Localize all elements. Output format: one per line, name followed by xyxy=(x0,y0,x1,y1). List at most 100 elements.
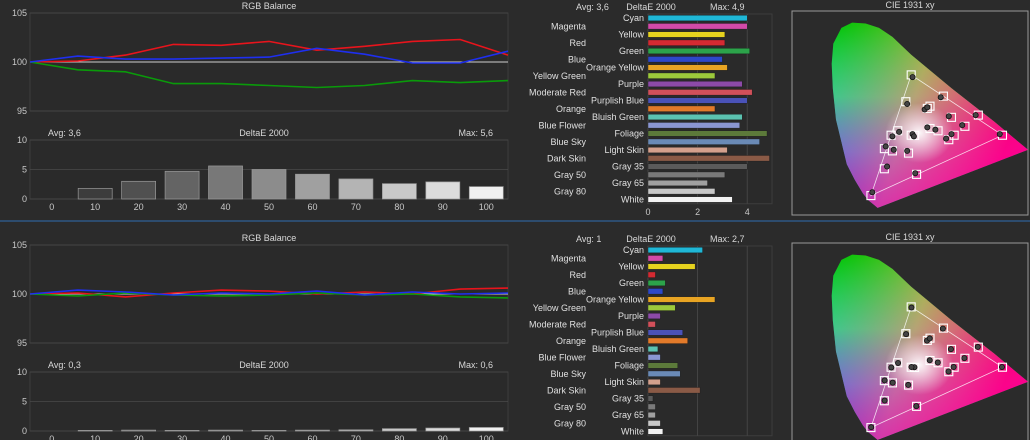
cie-measured-point xyxy=(909,74,916,81)
cie-measured-point xyxy=(884,163,891,170)
cie-measured-point xyxy=(913,403,920,410)
cie-measured-point xyxy=(943,135,950,142)
cie-target-marker xyxy=(912,401,922,411)
cie-title: CIE 1931 xy xyxy=(885,232,935,242)
gray-delta-bar xyxy=(77,188,113,200)
gray-delta-bar xyxy=(338,178,374,200)
color-delta-x-tick: 2 xyxy=(695,207,700,217)
color-delta-label: Purplish Blue xyxy=(591,96,644,106)
color-delta-label: Blue Sky xyxy=(550,369,586,379)
cie-measured-point xyxy=(904,147,911,154)
color-delta-bar xyxy=(647,428,664,435)
cie-target-marker xyxy=(973,342,983,352)
cie-measured-point xyxy=(912,170,919,177)
color-delta-bar xyxy=(647,321,656,328)
color-delta-bar xyxy=(647,113,743,121)
color-delta-bar xyxy=(647,329,683,336)
gray-delta-max: Max: 0,6 xyxy=(458,360,493,370)
color-delta-label: Dark Skin xyxy=(547,385,586,395)
cie-target-marker xyxy=(960,353,970,363)
rgb-series-line-0 xyxy=(29,38,509,63)
cie-measured-point xyxy=(889,379,896,386)
color-delta-x-tick: 0 xyxy=(645,207,650,217)
cie-measured-point xyxy=(996,131,1003,138)
cie-measured-point xyxy=(972,112,979,119)
color-delta-bar xyxy=(647,14,748,22)
color-delta-bar xyxy=(647,280,666,287)
gray-delta-x-tick: 60 xyxy=(307,434,317,440)
color-delta-bar xyxy=(647,271,656,278)
rgb-balance-title: RGB Balance xyxy=(242,1,297,11)
gray-delta-x-tick: 90 xyxy=(438,434,448,440)
color-delta-label: Blue Flower xyxy=(538,120,586,130)
color-delta-bar xyxy=(647,171,726,178)
color-delta-bar xyxy=(647,379,661,386)
color-delta-bar xyxy=(647,188,716,195)
cie-target-marker xyxy=(879,396,889,406)
gray-delta-x-tick: 70 xyxy=(351,202,361,212)
color-delta-label: Yellow xyxy=(618,262,644,272)
gray-delta-x-tick: 50 xyxy=(264,202,274,212)
color-delta-label: Cyan xyxy=(623,13,644,23)
cie-measured-point xyxy=(959,122,966,129)
cie-white-point-glow xyxy=(885,103,954,163)
color-delta-label: Yellow Green xyxy=(533,303,586,313)
color-delta-bar xyxy=(647,138,760,145)
gray-delta-bar xyxy=(208,429,243,432)
color-delta-bar xyxy=(647,122,740,129)
cie-measured-point xyxy=(890,146,897,153)
color-delta-label: Dark Skin xyxy=(547,153,586,163)
gray-delta-y-tick: 0 xyxy=(22,194,27,204)
rgb-series-line-2 xyxy=(29,47,509,64)
cie-measured-point xyxy=(926,335,933,342)
color-delta-bar xyxy=(647,39,726,46)
color-delta-x-tick: 4 xyxy=(745,439,750,440)
rgb-y-tick: 100 xyxy=(12,289,27,299)
color-delta-bar xyxy=(647,354,661,361)
gray-delta-x-tick: 10 xyxy=(90,202,100,212)
cie-measured-point xyxy=(881,377,888,384)
gray-delta-bar xyxy=(425,181,461,200)
color-delta-title: DeltaE 2000 xyxy=(626,2,676,12)
color-delta-bar xyxy=(647,155,770,162)
color-delta-label: Blue Sky xyxy=(550,137,586,147)
color-delta-label: Red xyxy=(569,270,586,280)
gray-delta-bar xyxy=(468,186,504,200)
cie-target-marker xyxy=(997,362,1008,372)
color-delta-label: Foliage xyxy=(614,361,644,371)
color-delta-label: Green xyxy=(619,46,644,56)
gray-delta-bar xyxy=(295,173,330,200)
cie-measured-point xyxy=(881,397,888,404)
gray-delta-bar xyxy=(382,183,417,200)
color-delta-label: White xyxy=(621,427,644,437)
gray-delta-bar xyxy=(208,165,243,200)
color-delta-bar xyxy=(647,403,656,410)
color-delta-bar xyxy=(647,296,716,303)
color-delta-bar xyxy=(647,56,723,63)
color-delta-bar xyxy=(647,337,688,344)
color-delta-bar xyxy=(647,64,728,71)
gray-delta-bar xyxy=(121,429,156,432)
gray-delta-x-tick: 10 xyxy=(90,434,100,440)
color-delta-label: Blue xyxy=(568,286,586,296)
gray-delta-title: DeltaE 2000 xyxy=(239,128,289,138)
gray-delta-y-tick: 5 xyxy=(22,165,27,175)
gray-delta-bar xyxy=(468,427,504,432)
gray-delta-x-tick: 20 xyxy=(134,434,144,440)
cie-measured-point xyxy=(939,325,946,332)
color-delta-label: Light Skin xyxy=(604,145,644,155)
color-delta-label: Bluish Green xyxy=(592,112,644,122)
cie-target-marker xyxy=(949,362,959,372)
gray-delta-x-tick: 90 xyxy=(438,202,448,212)
color-delta-label: Moderate Red xyxy=(529,319,586,329)
gray-delta-max: Max: 5,6 xyxy=(458,128,493,138)
color-delta-bar xyxy=(647,196,733,203)
cie-target-marker xyxy=(906,302,916,312)
color-delta-label: Gray 80 xyxy=(554,186,586,196)
gray-delta-y-tick: 5 xyxy=(22,397,27,407)
color-delta-label: Cyan xyxy=(623,245,644,255)
gray-delta-x-tick: 70 xyxy=(351,434,361,440)
